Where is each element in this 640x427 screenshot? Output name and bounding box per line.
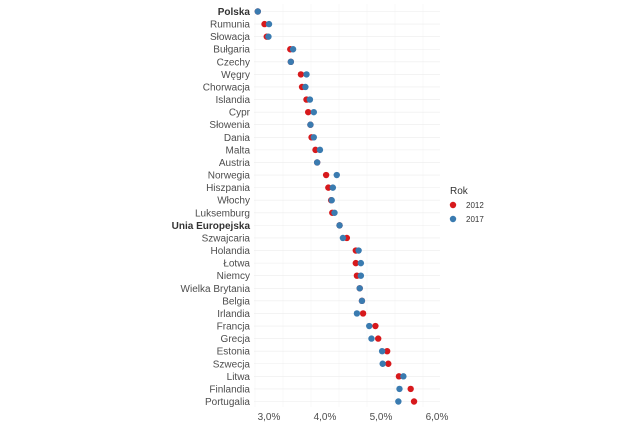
dot-2012-Hiszpania [325,184,332,191]
category-label: Grecja [221,334,251,345]
x-tick-label: 5,0% [370,412,393,423]
dot-2017-Chorwacja [302,83,309,91]
dot-2012-Węgry [297,71,305,78]
category-label: Czechy [217,57,250,68]
dot-2017-Łotwa [357,259,365,267]
category-label: Unia Europejska [172,221,251,232]
legend-marker-2017 [449,215,457,223]
dot-2012-Francja [372,322,379,330]
category-label: Luksemburg [195,208,250,219]
dot-2017-Węgry [303,71,310,78]
category-label: Szwajcaria [202,233,251,244]
category-label: Wielka Brytania [181,284,251,295]
dot-2017-Hiszpania [329,184,337,191]
dot-2017-Estonia [378,347,386,355]
dot-2012-Irlandia [359,310,367,317]
dot-2017-Portugalia [395,398,402,405]
dot-2017-Litwa [400,373,407,380]
dot-2012-Grecja [375,335,382,342]
category-label: Austria [219,158,251,169]
category-label: Łotwa [223,259,250,270]
dot-2017-Unia Europejska [336,222,343,229]
category-label: Litwa [227,372,251,383]
category-label: Węgry [221,70,250,81]
legend-label-2017: 2017 [466,215,484,224]
category-label: Słowenia [209,120,250,131]
dot-2017-Francja [366,322,373,330]
dot-2017-Islandia [306,96,314,103]
category-label: Norwegia [208,171,251,182]
dot-2012-Estonia [383,347,391,355]
grid [254,4,440,407]
dot-2012-Finlandia [407,385,414,393]
category-label: Dania [224,133,251,144]
legend-label-2012: 2012 [466,201,484,210]
dot-2017-Bułgaria [289,46,297,53]
category-label: Francja [217,322,251,333]
category-label: Włochy [217,196,250,207]
category-label: Niemcy [217,271,250,282]
category-label: Polska [218,7,251,18]
legend-marker-2012 [449,201,457,209]
dot-2012-Rumunia [261,20,268,28]
dot-2017-Malta [316,146,324,154]
dot-2012-Portugalia [410,398,418,405]
dot-2012-Łotwa [352,259,359,267]
x-axis: 3,0% 4,0% 5,0% 6,0% [258,412,449,423]
dot-2017-Norwegia [333,171,340,179]
category-label: Szwecja [213,359,251,370]
dot-2012-Szwecja [385,360,392,367]
dot-2017-Finlandia [396,385,403,393]
category-label: Islandia [216,95,251,106]
x-tick-label: 4,0% [314,412,337,423]
category-label: Cypr [229,108,251,119]
dot-2017-Niemcy [357,272,365,279]
category-label: Hiszpania [206,183,250,194]
category-label: Belgia [222,296,250,307]
dot-2017-Austria [313,159,321,166]
dot-2017-Szwecja [379,360,386,367]
x-tick-label: 3,0% [258,412,281,423]
category-label: Holandia [211,246,251,257]
dot-2017-Holandia [355,247,362,254]
dot-2017-Belgia [358,297,366,305]
category-label: Irlandia [217,309,250,320]
dot-2012-Litwa [395,373,403,380]
category-label: Finlandia [209,384,250,395]
dot-2017-Czechy [287,58,295,66]
dot-2017-Włochy [328,197,335,204]
dot-2012-Cypr [305,108,312,116]
dot-2017-Irlandia [353,310,361,317]
dot-2017-Słowacja [265,33,272,40]
category-label: Malta [226,145,251,156]
x-tick-label: 6,0% [426,412,449,423]
dot-2012-Malta [312,146,319,154]
category-label: Portugalia [205,397,250,408]
dot-2017-Szwajcaria [339,234,347,242]
dot-2017-Grecja [368,335,375,342]
category-label: Estonia [217,347,251,358]
dot-2017-Cypr [310,108,317,116]
dot-2017-Dania [310,134,317,141]
dot-2017-Rumunia [265,20,273,28]
dot-2017-Luksemburg [331,209,338,216]
dot-2017-Wielka Brytania [356,285,363,292]
data-points [254,8,418,405]
category-label: Bułgaria [213,45,250,56]
legend: Rok 2012 2017 [449,186,484,224]
category-label: Rumunia [210,20,250,31]
dot-2017-Polska [254,8,261,15]
category-label: Słowacja [210,32,250,43]
category-label: Chorwacja [203,82,251,93]
legend-title: Rok [450,186,469,197]
dot-2017-Słowenia [307,121,314,128]
dot-2012-Norwegia [322,171,330,179]
